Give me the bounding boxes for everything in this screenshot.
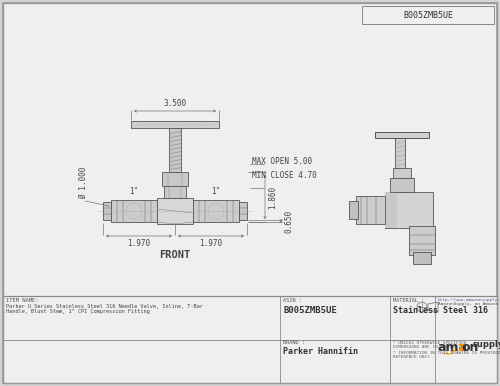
Text: Handle, Blunt Stem, 1" CPI Compression Fitting: Handle, Blunt Stem, 1" CPI Compression F… <box>6 309 150 314</box>
Bar <box>157 198 193 224</box>
Text: ama: ama <box>438 341 468 354</box>
Text: 3.500: 3.500 <box>164 99 186 108</box>
Bar <box>131 121 219 128</box>
Text: 1": 1" <box>212 187 220 196</box>
Text: B005ZMB5UE: B005ZMB5UE <box>403 10 453 20</box>
Text: 1": 1" <box>130 187 138 196</box>
Bar <box>164 186 186 198</box>
Text: 1.970: 1.970 <box>200 239 222 248</box>
Bar <box>3 296 497 383</box>
Text: * UNLESS OTHERWISE SPECIFIED: * UNLESS OTHERWISE SPECIFIED <box>393 342 466 345</box>
Text: DIMENSIONS ARE IN INCHES: DIMENSIONS ARE IN INCHES <box>393 345 456 349</box>
Bar <box>239 202 247 220</box>
Bar <box>409 226 435 255</box>
Bar <box>103 202 111 220</box>
Bar <box>375 132 429 138</box>
Text: Stainless Steel 316: Stainless Steel 316 <box>393 306 488 315</box>
Bar <box>349 201 358 219</box>
Bar <box>356 196 385 224</box>
Bar <box>395 136 405 168</box>
Text: 1.860: 1.860 <box>268 185 277 208</box>
Bar <box>385 192 397 228</box>
Text: FRONT: FRONT <box>160 250 190 260</box>
Text: Parker Hannifin: Parker Hannifin <box>283 347 358 357</box>
Text: AmazonSupply, an Amazon Company: AmazonSupply, an Amazon Company <box>438 302 500 306</box>
Text: on: on <box>462 341 479 354</box>
Text: z: z <box>457 341 464 354</box>
Bar <box>413 252 431 264</box>
Bar <box>162 172 188 186</box>
Text: http://www.amazonsupply.com: http://www.amazonsupply.com <box>438 298 500 302</box>
Text: REFERENCE ONLY: REFERENCE ONLY <box>393 354 430 359</box>
Text: ITEM NAME:: ITEM NAME: <box>6 298 38 303</box>
Text: Ø 1.000: Ø 1.000 <box>78 167 88 199</box>
Text: supply: supply <box>473 340 500 349</box>
Bar <box>193 200 239 222</box>
Text: 0.650: 0.650 <box>284 210 293 232</box>
Bar <box>390 178 414 192</box>
Bar <box>362 6 494 24</box>
Text: MATERIAL :: MATERIAL : <box>393 298 424 303</box>
Text: 1.970: 1.970 <box>128 239 150 248</box>
Bar <box>385 192 433 228</box>
Bar <box>393 168 411 178</box>
Text: BRAND :: BRAND : <box>283 340 305 345</box>
Bar <box>169 128 181 172</box>
Bar <box>111 200 157 222</box>
Text: MIN CLOSE 4.70: MIN CLOSE 4.70 <box>252 171 317 180</box>
Text: ASIN :: ASIN : <box>283 298 302 303</box>
Text: Parker U Series Stainless Steel 316 Needle Valve, Inline, T-Bar: Parker U Series Stainless Steel 316 Need… <box>6 304 203 309</box>
Text: B005ZMB5UE: B005ZMB5UE <box>283 306 337 315</box>
Text: MAX OPEN 5.00: MAX OPEN 5.00 <box>252 157 312 166</box>
Text: * INFORMATION IN THIS DRAWING IS PROVIDED FOR: * INFORMATION IN THIS DRAWING IS PROVIDE… <box>393 350 500 354</box>
